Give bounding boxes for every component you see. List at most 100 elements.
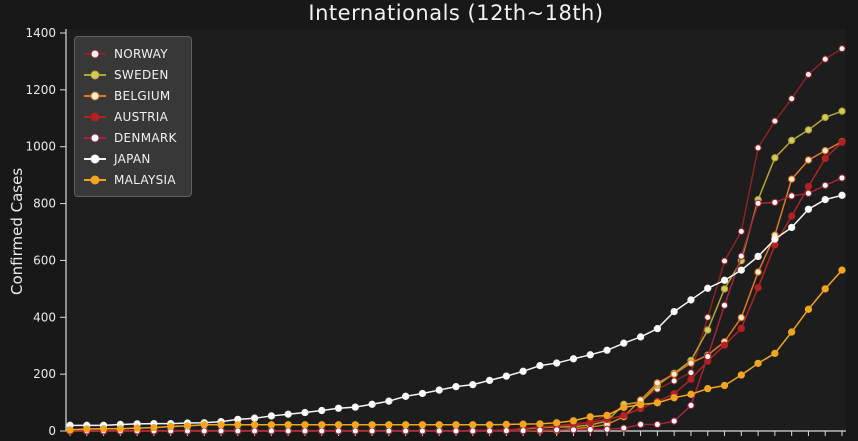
data-point-marker	[519, 427, 527, 435]
data-point-marker	[536, 361, 544, 370]
data-point-marker	[754, 359, 762, 367]
data-point-marker	[737, 313, 745, 322]
data-point-marker	[284, 410, 292, 418]
data-point-marker	[704, 352, 712, 361]
data-point-marker	[687, 296, 695, 304]
legend-label: BELGIUM	[114, 88, 171, 103]
data-point-marker	[167, 422, 175, 431]
data-point-marker	[821, 55, 829, 63]
data-point-marker	[620, 411, 628, 420]
data-point-marker	[704, 313, 712, 321]
data-point-marker	[754, 199, 762, 207]
legend-label: JAPAN	[114, 151, 151, 166]
data-point-marker	[636, 400, 645, 409]
data-point-marker	[720, 285, 729, 293]
data-point-marker	[536, 420, 544, 428]
data-point-marker	[469, 421, 477, 429]
legend-label: MALAYSIA	[114, 172, 176, 187]
data-point-marker	[754, 284, 762, 292]
y-tick-label: 1000	[25, 140, 56, 154]
data-point-marker	[66, 426, 74, 434]
legend-item-denmark: DENMARK	[84, 129, 177, 146]
data-point-marker	[687, 375, 695, 383]
legend-item-japan: JAPAN	[84, 150, 177, 167]
data-point-marker	[485, 427, 494, 435]
data-point-marker	[838, 44, 846, 53]
data-point-marker	[788, 212, 796, 220]
legend-item-malaysia: MALAYSIA	[84, 171, 177, 188]
data-point-marker	[653, 379, 662, 387]
data-point-marker	[670, 394, 678, 402]
data-point-marker	[418, 389, 427, 398]
data-point-marker	[452, 427, 460, 435]
data-point-marker	[200, 421, 208, 429]
data-point-marker	[653, 420, 662, 429]
data-point-marker	[318, 406, 326, 415]
data-point-marker	[670, 370, 678, 378]
data-point-marker	[368, 400, 376, 408]
data-point-marker	[250, 414, 259, 422]
data-point-marker	[821, 195, 829, 204]
data-point-marker	[687, 359, 695, 367]
line-marker-icon	[84, 112, 106, 121]
data-point-marker	[234, 427, 242, 435]
data-point-marker	[519, 367, 527, 375]
data-point-marker	[804, 205, 813, 213]
data-point-marker	[670, 377, 678, 385]
data-point-marker	[485, 421, 494, 429]
data-point-marker	[737, 324, 745, 333]
data-point-marker	[83, 425, 91, 433]
data-point-marker	[385, 397, 393, 405]
data-point-marker	[318, 421, 326, 429]
y-tick-label: 1400	[25, 26, 56, 40]
data-point-marker	[368, 427, 376, 435]
data-point-marker	[737, 266, 745, 274]
data-point-marker	[603, 346, 611, 354]
line-marker-icon	[84, 154, 106, 163]
data-point-marker	[301, 408, 309, 417]
data-point-marker	[603, 425, 611, 433]
data-point-marker	[301, 421, 309, 429]
data-point-marker	[838, 138, 846, 146]
data-point-marker	[402, 427, 410, 435]
series-japan	[66, 191, 846, 429]
line-marker-icon	[84, 49, 106, 58]
data-point-marker	[788, 223, 796, 232]
data-point-marker	[620, 339, 628, 347]
data-point-marker	[334, 421, 343, 429]
data-point-marker	[250, 427, 259, 435]
legend-item-austria: AUSTRIA	[84, 108, 177, 125]
legend-item-belgium: BELGIUM	[84, 87, 177, 104]
data-point-marker	[318, 427, 326, 435]
data-point-marker	[368, 421, 376, 429]
data-point-marker	[737, 371, 745, 379]
data-point-marker	[821, 285, 829, 293]
data-point-marker	[553, 426, 561, 434]
data-point-marker	[485, 376, 494, 385]
data-point-marker	[737, 252, 745, 260]
data-point-marker	[267, 427, 276, 435]
data-point-marker	[435, 427, 443, 435]
data-point-marker	[687, 390, 695, 398]
data-point-marker	[385, 421, 393, 429]
data-point-marker	[183, 422, 192, 430]
data-point-marker	[351, 403, 359, 411]
data-point-marker	[687, 369, 695, 377]
data-point-marker	[804, 189, 813, 197]
line-marker-icon	[84, 70, 106, 79]
data-point-marker	[435, 421, 443, 429]
y-tick-label: 400	[33, 310, 56, 324]
data-point-marker	[720, 276, 729, 284]
data-point-marker	[754, 252, 762, 261]
data-point-marker	[838, 174, 846, 182]
data-point-marker	[838, 266, 846, 274]
line-marker-icon	[84, 91, 106, 100]
data-point-marker	[670, 417, 678, 425]
line-marker-icon	[84, 133, 106, 142]
data-point-marker	[351, 427, 359, 435]
data-point-marker	[217, 421, 225, 429]
data-point-marker	[636, 333, 645, 341]
data-point-marker	[737, 227, 745, 236]
data-point-marker	[586, 425, 594, 434]
